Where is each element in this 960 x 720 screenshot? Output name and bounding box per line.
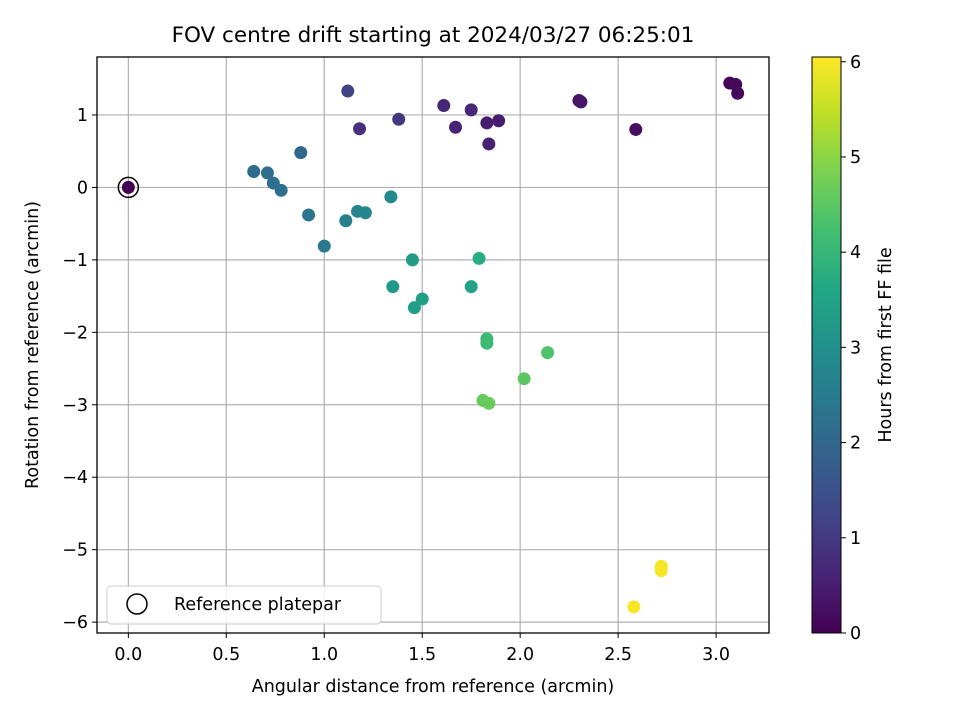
data-point bbox=[341, 84, 355, 98]
scatter-points bbox=[117, 76, 745, 614]
y-tick-label: −4 bbox=[62, 468, 88, 488]
data-point bbox=[386, 280, 400, 294]
data-point bbox=[482, 137, 496, 151]
data-point bbox=[541, 346, 555, 360]
data-point bbox=[492, 114, 506, 128]
colorbar-tick-label: 4 bbox=[850, 243, 861, 263]
data-point bbox=[302, 208, 316, 222]
x-axis-label: Angular distance from reference (arcmin) bbox=[252, 677, 615, 697]
x-tick-label: 1.5 bbox=[408, 645, 436, 665]
x-tick-label: 0.0 bbox=[114, 645, 142, 665]
y-tick-label: 0 bbox=[77, 178, 88, 198]
data-point bbox=[260, 166, 274, 180]
legend: Reference platepar bbox=[106, 585, 382, 625]
colorbar-label: Hours from first FF file bbox=[876, 247, 896, 442]
plot-area-frame bbox=[96, 56, 770, 634]
legend-box bbox=[106, 585, 382, 625]
x-tick-label: 3.0 bbox=[702, 645, 730, 665]
reference-data-point bbox=[121, 180, 135, 194]
data-point bbox=[574, 95, 588, 109]
data-point bbox=[294, 146, 308, 160]
chart-title: FOV centre drift starting at 2024/03/27 … bbox=[172, 23, 695, 48]
data-point bbox=[407, 301, 421, 315]
colorbar-tick-label: 3 bbox=[850, 338, 861, 358]
data-point bbox=[464, 103, 478, 117]
y-tick-label: 1 bbox=[77, 106, 88, 126]
data-point bbox=[464, 280, 478, 294]
data-point bbox=[317, 239, 331, 253]
data-point bbox=[392, 112, 406, 126]
x-tick-label: 0.5 bbox=[212, 645, 240, 665]
colorbar-tick-label: 1 bbox=[850, 529, 861, 549]
data-point bbox=[517, 372, 531, 386]
y-tick-label: −5 bbox=[62, 541, 88, 561]
data-point bbox=[405, 253, 419, 267]
data-point bbox=[449, 120, 463, 134]
colorbar-tick-label: 0 bbox=[850, 624, 861, 644]
data-point bbox=[274, 183, 288, 197]
data-point bbox=[627, 600, 641, 614]
x-tick-label: 2.5 bbox=[604, 645, 632, 665]
data-point bbox=[731, 86, 745, 100]
x-tick-label: 1.0 bbox=[310, 645, 338, 665]
data-point bbox=[654, 564, 668, 578]
legend-label-reference: Reference platepar bbox=[174, 595, 342, 615]
data-point bbox=[472, 251, 486, 265]
data-point bbox=[437, 99, 451, 113]
data-point bbox=[415, 292, 429, 306]
x-tick-label: 2.0 bbox=[506, 645, 534, 665]
data-point bbox=[482, 396, 496, 410]
legend-marker-reference bbox=[126, 593, 148, 615]
colorbar bbox=[811, 56, 842, 634]
x-axis-ticks: 0.0 0.5 1.0 1.5 2.0 2.5 3.0 bbox=[114, 633, 730, 665]
colorbar-tick-label: 2 bbox=[850, 434, 861, 454]
reference-platepar-marker bbox=[117, 176, 140, 199]
y-axis-ticks: 1 0 −1 −2 −3 −4 −5 −6 bbox=[62, 106, 97, 633]
y-tick-label: −2 bbox=[62, 323, 88, 343]
data-point bbox=[480, 336, 494, 350]
data-point bbox=[384, 190, 398, 204]
y-tick-label: −6 bbox=[62, 613, 88, 633]
data-point bbox=[353, 122, 367, 136]
data-point bbox=[339, 214, 353, 228]
colorbar-ticks: 0 1 2 3 4 5 6 bbox=[841, 53, 861, 644]
data-point bbox=[629, 122, 643, 136]
grid-lines bbox=[97, 57, 769, 633]
y-tick-label: −3 bbox=[62, 396, 88, 416]
colorbar-tick-label: 6 bbox=[850, 53, 861, 73]
data-point bbox=[480, 116, 494, 130]
data-point bbox=[358, 206, 372, 220]
y-axis-label: Rotation from reference (arcmin) bbox=[23, 201, 43, 489]
colorbar-tick-label: 5 bbox=[850, 148, 861, 168]
y-tick-label: −1 bbox=[62, 251, 88, 271]
data-point bbox=[247, 164, 261, 178]
